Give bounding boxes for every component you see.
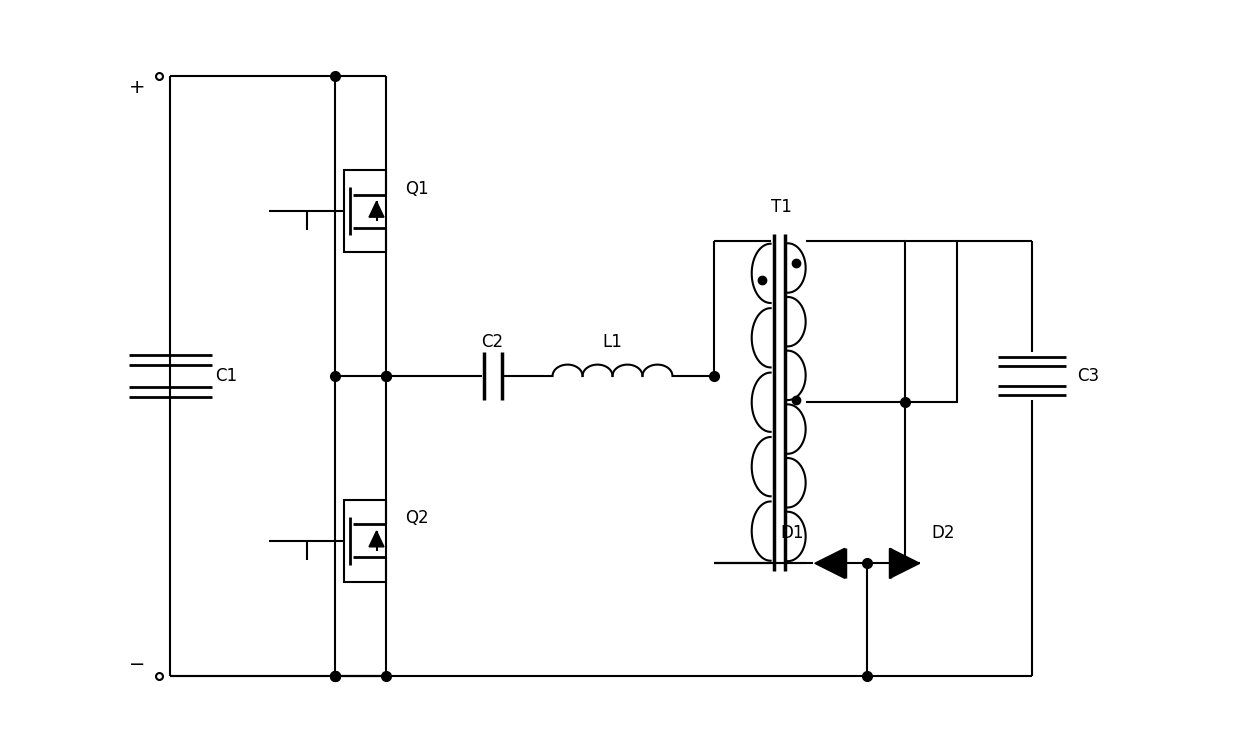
Text: T1: T1 xyxy=(770,199,791,217)
Polygon shape xyxy=(815,548,844,578)
Bar xyxy=(345,499,386,582)
Text: Q1: Q1 xyxy=(405,180,429,198)
Text: C2: C2 xyxy=(481,333,503,351)
Bar xyxy=(905,241,957,402)
Polygon shape xyxy=(890,548,920,578)
Text: Q2: Q2 xyxy=(405,509,429,527)
Bar xyxy=(345,170,386,253)
Polygon shape xyxy=(370,531,384,547)
Text: C1: C1 xyxy=(216,367,238,385)
Text: C3: C3 xyxy=(1078,367,1100,385)
Text: −: − xyxy=(129,655,145,674)
Text: D1: D1 xyxy=(780,524,804,542)
Text: D2: D2 xyxy=(931,524,955,542)
Text: L1: L1 xyxy=(603,333,622,351)
Text: +: + xyxy=(129,78,145,97)
Polygon shape xyxy=(370,202,384,217)
